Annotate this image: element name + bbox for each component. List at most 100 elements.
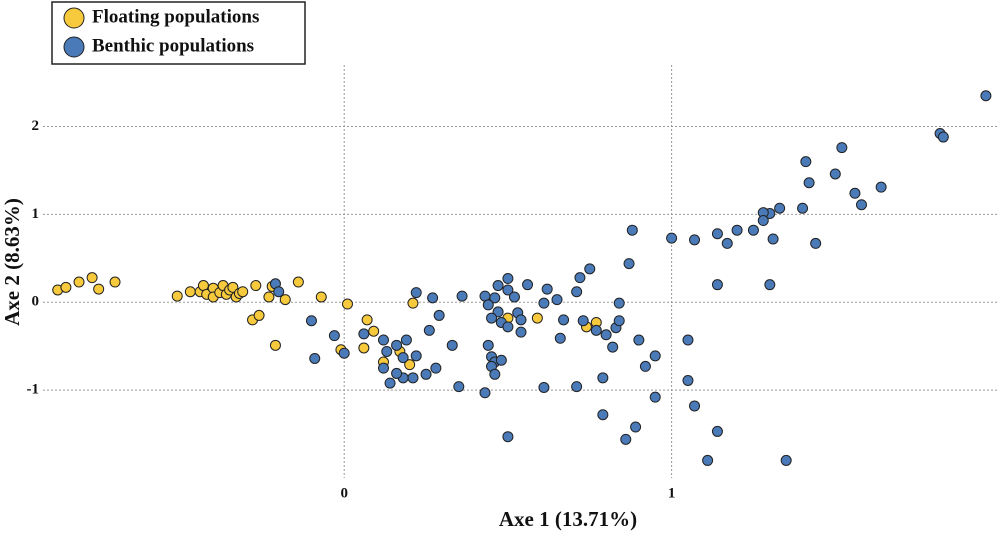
point [558, 314, 570, 326]
point [86, 272, 98, 284]
point [633, 334, 645, 346]
y-tick-label: 2 [32, 118, 40, 134]
point [407, 372, 419, 384]
point [849, 187, 861, 199]
point [237, 286, 249, 298]
point [554, 332, 566, 344]
point [391, 367, 403, 379]
point [571, 381, 583, 393]
point [836, 142, 848, 154]
point [410, 287, 422, 299]
legend-label: Floating populations [92, 6, 259, 27]
point [875, 181, 887, 193]
point [764, 279, 776, 291]
point [358, 328, 370, 340]
point [649, 350, 661, 362]
point [623, 258, 635, 270]
point [250, 280, 262, 292]
point [531, 312, 543, 324]
y-tick-label: 1 [32, 206, 40, 222]
legend-label: Benthic populations [92, 35, 254, 56]
point [397, 352, 409, 364]
point [328, 330, 340, 342]
point [767, 233, 779, 245]
point [649, 391, 661, 403]
point [937, 131, 949, 143]
point [747, 224, 759, 236]
point [482, 299, 494, 311]
point [407, 297, 419, 309]
point [427, 292, 439, 304]
point [404, 359, 416, 371]
point [613, 315, 625, 327]
point [502, 431, 514, 443]
point [292, 276, 304, 288]
point [508, 291, 520, 303]
point [502, 273, 514, 285]
point [522, 279, 534, 291]
point [486, 312, 498, 324]
point [613, 297, 625, 309]
point [273, 286, 285, 298]
x-tick-label: 1 [668, 485, 676, 501]
y-axis-title: Axe 2 (8.63%) [0, 198, 24, 326]
point [630, 421, 642, 433]
point [309, 352, 321, 364]
point [73, 276, 85, 288]
point [757, 215, 769, 227]
point [577, 315, 589, 327]
legend-marker [63, 36, 85, 58]
point [489, 368, 501, 380]
legend-marker [63, 7, 85, 29]
point [689, 400, 701, 412]
point [358, 342, 370, 354]
point [571, 286, 583, 298]
point [597, 409, 609, 421]
x-axis-title: Axe 1 (13.71%) [499, 507, 637, 531]
point [171, 290, 183, 302]
point [456, 290, 468, 302]
point [600, 329, 612, 341]
point [702, 454, 714, 466]
point [800, 156, 812, 168]
point [689, 234, 701, 246]
point [338, 347, 350, 359]
point [253, 309, 265, 321]
y-tick-label: -1 [27, 382, 40, 398]
point [361, 314, 373, 326]
point [731, 224, 743, 236]
point [423, 324, 435, 336]
point [774, 202, 786, 214]
point [479, 387, 491, 399]
point [797, 202, 809, 214]
point [305, 315, 317, 327]
point [682, 374, 694, 386]
y-tick-label: 0 [32, 294, 40, 310]
point [410, 350, 422, 362]
point [551, 294, 563, 306]
point [682, 334, 694, 346]
point [538, 297, 550, 309]
point [433, 309, 445, 321]
point [263, 291, 275, 303]
point [590, 324, 602, 336]
point [541, 283, 553, 295]
point [780, 454, 792, 466]
point [502, 284, 514, 296]
point [626, 224, 638, 236]
point [93, 283, 105, 295]
point [855, 199, 867, 211]
point [377, 362, 389, 374]
legend-box [51, 1, 306, 65]
point [492, 280, 504, 292]
point [400, 334, 412, 346]
point [315, 291, 327, 303]
point [597, 372, 609, 384]
point [620, 433, 632, 445]
point [711, 279, 723, 291]
point [607, 341, 619, 353]
point [377, 334, 389, 346]
point [538, 381, 550, 393]
point [515, 326, 527, 338]
point [453, 381, 465, 393]
